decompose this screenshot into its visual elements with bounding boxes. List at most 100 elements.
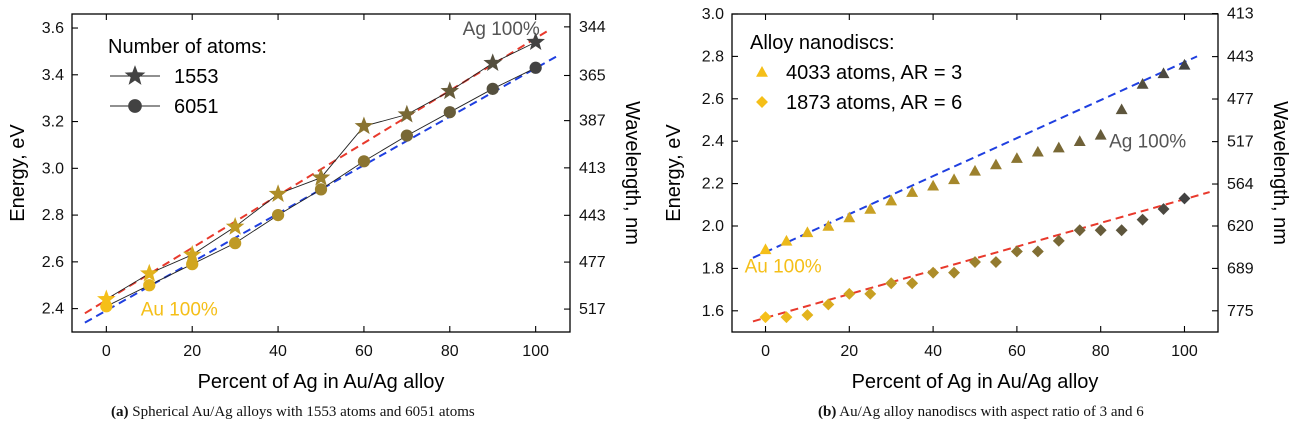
data-point xyxy=(1178,58,1191,70)
data-point xyxy=(927,179,940,191)
y-tick-label: 2.4 xyxy=(42,301,64,318)
data-point xyxy=(843,287,856,300)
data-point xyxy=(1136,78,1149,89)
x-tick-label: 20 xyxy=(840,343,858,360)
x-tick-label: 20 xyxy=(183,343,201,360)
y2-tick-label: 620 xyxy=(1227,218,1254,235)
y-tick-label: 3.6 xyxy=(42,20,64,37)
data-point xyxy=(1073,135,1086,146)
data-point xyxy=(885,194,898,206)
data-point xyxy=(1031,245,1044,258)
y-tick-label: 1.8 xyxy=(702,260,724,277)
y2-tick-label: 517 xyxy=(1227,134,1254,151)
data-point xyxy=(906,186,919,197)
caption-a-text: Spherical Au/Ag alloys with 1553 atoms a… xyxy=(132,404,475,420)
data-point xyxy=(97,289,116,308)
data-point xyxy=(1157,67,1170,79)
data-point xyxy=(440,81,460,100)
data-point xyxy=(483,53,503,72)
data-point xyxy=(1115,103,1128,115)
annotation: Ag 100% xyxy=(1109,132,1186,153)
y2-tick-label: 689 xyxy=(1227,260,1254,277)
data-point xyxy=(443,106,456,119)
data-point xyxy=(989,158,1002,170)
data-point xyxy=(801,309,814,321)
x-tick-label: 80 xyxy=(1092,343,1110,360)
data-point xyxy=(1052,234,1065,247)
data-point xyxy=(759,311,772,324)
legend: Alloy nanodiscs: 4033 atoms, AR = 3 1873 a… xyxy=(750,32,962,114)
data-point xyxy=(969,256,981,268)
data-point xyxy=(1073,224,1086,237)
data-point xyxy=(1031,145,1044,157)
y2-tick-label: 564 xyxy=(1227,176,1254,193)
data-point xyxy=(186,258,199,271)
annotation: Au 100% xyxy=(141,300,218,321)
y-tick-label: 1.6 xyxy=(702,303,724,320)
legend-entry: 1873 atoms, AR = 6 xyxy=(786,92,962,114)
data-point xyxy=(948,266,961,279)
data-point xyxy=(397,104,417,123)
data-point xyxy=(1010,152,1023,163)
data-point xyxy=(1178,192,1191,205)
data-point xyxy=(989,256,1002,268)
y2-tick-label: 365 xyxy=(579,67,606,84)
data-point xyxy=(801,226,814,238)
data-point xyxy=(311,167,331,186)
y-tick-label: 3.0 xyxy=(702,6,724,23)
data-point xyxy=(1115,224,1128,237)
data-point xyxy=(1136,213,1149,226)
data-point xyxy=(400,129,413,142)
legend-marker xyxy=(756,66,768,77)
legend-entry: 6051 xyxy=(174,96,219,118)
data-point xyxy=(486,82,499,95)
data-point xyxy=(864,203,877,214)
y2-tick-label: 443 xyxy=(579,207,606,224)
x-tick-label: 80 xyxy=(441,343,459,360)
x-tick-label: 100 xyxy=(1171,343,1198,360)
data-point xyxy=(529,61,542,74)
series-circle xyxy=(100,61,542,313)
legend-marker xyxy=(124,65,146,85)
x-tick-label: 0 xyxy=(761,343,770,360)
data-point xyxy=(139,263,159,282)
y-tick-label: 2.8 xyxy=(702,48,724,65)
data-point xyxy=(822,298,835,311)
y-tick-label: 2.6 xyxy=(702,91,724,108)
data-point xyxy=(780,234,793,246)
caption-b: (b) Au/Ag alloy nanodiscs with aspect ra… xyxy=(818,404,1144,421)
y2-tick-label: 344 xyxy=(579,19,606,36)
annotation: Ag 100% xyxy=(463,19,540,40)
y2-tick-label: 413 xyxy=(579,160,606,177)
y2-tick-label: 387 xyxy=(579,113,606,130)
y-axis-title: Energy, eV xyxy=(7,124,29,222)
data-point xyxy=(182,245,202,263)
series-diamond xyxy=(759,192,1191,324)
x-tick-label: 40 xyxy=(269,343,287,360)
y2-axis-title: Wavelength, nm xyxy=(1269,101,1291,245)
data-point xyxy=(225,217,245,235)
x-tick-label: 0 xyxy=(102,343,111,360)
data-point xyxy=(1010,245,1023,258)
data-point xyxy=(1052,141,1065,153)
data-point xyxy=(759,243,772,255)
legend-entry: 1553 xyxy=(174,66,219,88)
y-tick-label: 2.2 xyxy=(702,176,724,193)
data-point xyxy=(969,164,981,176)
y-tick-label: 3.4 xyxy=(42,67,64,84)
caption-a-label: (a) xyxy=(111,404,129,420)
data-point xyxy=(1094,224,1107,237)
caption-b-label: (b) xyxy=(818,404,837,420)
y2-tick-label: 477 xyxy=(579,254,606,271)
x-tick-label: 100 xyxy=(522,343,549,360)
y2-tick-label: 517 xyxy=(579,301,606,318)
data-point xyxy=(143,279,156,292)
data-point xyxy=(885,277,898,290)
y-tick-label: 3.0 xyxy=(42,160,64,177)
y-tick-label: 2.0 xyxy=(702,218,724,235)
y2-tick-label: 413 xyxy=(1227,6,1254,23)
y2-tick-label: 477 xyxy=(1227,91,1254,108)
data-point xyxy=(822,220,835,231)
data-point xyxy=(948,173,961,185)
data-point xyxy=(906,277,919,290)
